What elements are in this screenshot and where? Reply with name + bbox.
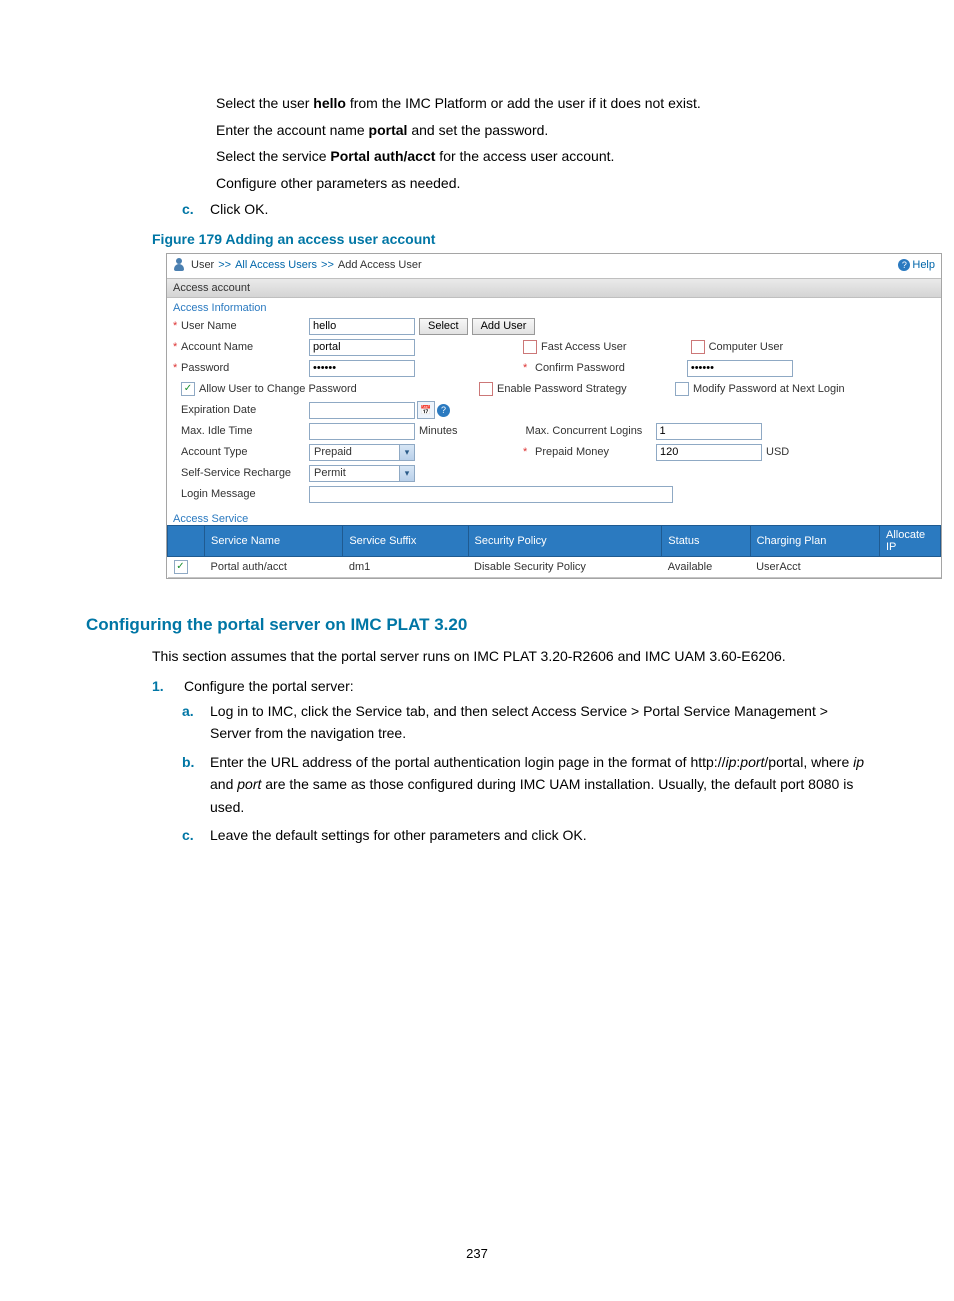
label-enable-strategy: Enable Password Strategy [497,383,675,395]
instruction-line-4: Configure other parameters as needed. [216,170,868,197]
instruction-line-1: Select the user hello from the IMC Platf… [216,90,868,117]
fast-access-checkbox[interactable] [523,340,537,354]
instruction-line-3: Select the service Portal auth/acct for … [216,143,868,170]
label-usd: USD [766,446,789,458]
figure-caption: Figure 179 Adding an access user account [152,231,868,247]
label-password: Password [181,362,309,374]
modify-next-checkbox[interactable] [675,382,689,396]
sub-item-c: c. Leave the default settings for other … [182,824,868,846]
th-policy: Security Policy [468,525,662,556]
label-computer-user: Computer User [709,341,784,353]
lettered-item-c: c. Click OK. [182,196,868,223]
heading-2: Configuring the portal server on IMC PLA… [86,615,868,635]
imc-screenshot: User >> All Access Users >> Add Access U… [166,253,942,579]
max-idle-input[interactable] [309,423,415,440]
calendar-icon[interactable]: 📅 [417,401,435,419]
th-plan: Charging Plan [750,525,879,556]
label-username: User Name [181,320,309,332]
max-concurrent-input[interactable] [656,423,762,440]
instruction-line-2: Enter the account name portal and set th… [216,117,868,144]
row-checkbox[interactable]: ✓ [174,560,188,574]
label-minutes: Minutes [419,425,458,437]
label-confirm: Confirm Password [535,362,625,374]
select-button[interactable]: Select [419,318,468,335]
th-status: Status [662,525,750,556]
th-name: Service Name [205,525,343,556]
label-account-type: Account Type [181,446,309,458]
help-icon: ? [898,259,910,271]
help-icon[interactable]: ? [437,404,450,417]
confirm-input[interactable] [687,360,793,377]
breadcrumb-link[interactable]: All Access Users [235,259,317,271]
breadcrumb: User >> All Access Users >> Add Access U… [167,254,941,278]
label-expiration: Expiration Date [181,404,309,416]
password-input[interactable] [309,360,415,377]
label-account: Account Name [181,341,309,353]
page-number: 237 [86,1246,868,1261]
prepaid-input[interactable] [656,444,762,461]
section-bar: Access account [167,278,941,298]
label-fast-access: Fast Access User [541,341,627,353]
account-type-select[interactable]: Prepaid▾ [309,444,415,461]
body-paragraph: This section assumes that the portal ser… [152,645,868,667]
allow-change-checkbox[interactable]: ✓ [181,382,195,396]
label-self-recharge: Self-Service Recharge [181,467,309,479]
label-max-idle: Max. Idle Time [181,425,309,437]
username-input[interactable] [309,318,415,335]
label-login-msg: Login Message [181,488,309,500]
expiration-input[interactable] [309,402,415,419]
computer-user-checkbox[interactable] [691,340,705,354]
chevron-down-icon: ▾ [399,445,414,460]
self-recharge-select[interactable]: Permit▾ [309,465,415,482]
th-alloc: Allocate IP [880,525,941,556]
label-prepaid-money: Prepaid Money [535,446,656,458]
add-user-button[interactable]: Add User [472,318,536,335]
table-row: ✓ Portal auth/acct dm1 Disable Security … [168,556,941,577]
user-icon [173,258,187,272]
sub-item-b: b. Enter the URL address of the portal a… [182,751,868,818]
label-max-concurrent: Max. Concurrent Logins [526,425,656,437]
th-suffix: Service Suffix [343,525,468,556]
login-msg-input[interactable] [309,486,673,503]
label-modify-next: Modify Password at Next Login [693,383,845,395]
account-input[interactable] [309,339,415,356]
label-allow-change: Allow User to Change Password [199,383,479,395]
service-table: Service Name Service Suffix Security Pol… [167,525,941,578]
chevron-down-icon: ▾ [399,466,414,481]
section-title-2: Access Service [167,509,941,525]
enable-strategy-checkbox[interactable] [479,382,493,396]
section-title: Access Information [167,298,941,314]
help-link[interactable]: ?Help [898,259,935,271]
sub-item-a: a. Log in to IMC, click the Service tab,… [182,700,868,745]
numbered-item-1: 1. Configure the portal server: [152,673,868,700]
